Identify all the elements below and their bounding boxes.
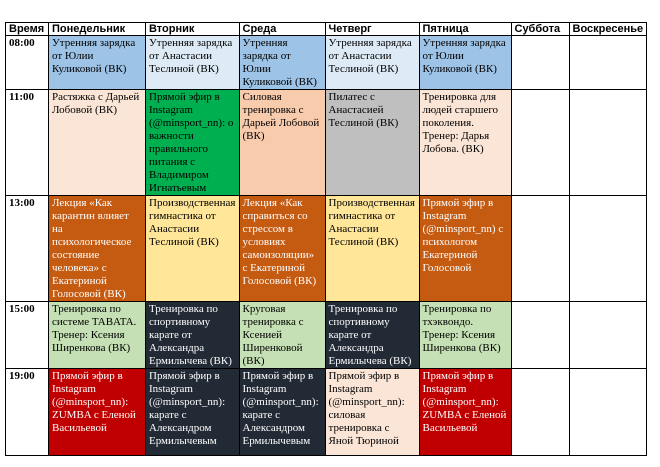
event-cell-thu-1300: Производственная гимнастика от Анастасии… (324, 195, 420, 302)
event-cell-sat-1500 (510, 301, 570, 369)
event-cell-sun-1100 (568, 89, 648, 196)
schedule-row-1300: 13:00 Лекция «Как карантин влияет на пси… (5, 195, 648, 302)
schedule-row-0800: 08:00 Утренняя зарядка от Юлии Куликовой… (5, 35, 648, 90)
event-cell-sun-1900 (568, 368, 648, 456)
schedule-row-1500: 15:00 Тренировка по системе TABATA. Трен… (5, 301, 648, 369)
event-cell-sat-1300 (510, 195, 570, 302)
event-cell-tue-0800: Утренняя зарядка от Анастасии Теслиной (… (145, 35, 240, 90)
event-cell-wed-1300: Лекция «Как справиться со стрессом в усл… (238, 195, 326, 302)
event-cell-tue-1500: Тренировка по спортивному карате от Алек… (145, 301, 240, 369)
event-cell-wed-1900: Прямой эфир в Instagram (@minsport_nn): … (238, 368, 326, 456)
event-cell-thu-0800: Утренняя зарядка от Анастасии Теслиной (… (324, 35, 420, 90)
header-day-tuesday: Вторник (145, 22, 240, 36)
event-cell-wed-1100: Силовая тренировка с Дарьей Лобовой (ВК) (238, 89, 326, 196)
header-time: Время (5, 22, 49, 36)
event-cell-sun-0800 (568, 35, 648, 90)
event-cell-mon-1900: Прямой эфир в Instagram (@minsport_nn): … (48, 368, 146, 456)
header-day-monday: Понедельник (48, 22, 146, 36)
time-cell: 15:00 (5, 301, 49, 369)
event-cell-thu-1900: Прямой эфир в Instagram (@minsport_nn): … (324, 368, 420, 456)
event-cell-tue-1300: Производственная гимнастика от Анастасии… (145, 195, 240, 302)
event-cell-fri-0800: Утренняя зарядка от Юлии Куликовой (ВК) (418, 35, 512, 90)
header-day-saturday: Суббота (510, 22, 570, 36)
time-cell: 19:00 (5, 368, 49, 456)
event-cell-sun-1500 (568, 301, 648, 369)
schedule-row-1900: 19:00 Прямой эфир в Instagram (@minsport… (5, 368, 648, 456)
header-row: Время Понедельник Вторник Среда Четверг … (5, 22, 648, 36)
header-day-thursday: Четверг (324, 22, 420, 36)
header-day-wednesday: Среда (238, 22, 326, 36)
event-cell-sat-1100 (510, 89, 570, 196)
event-cell-fri-1300: Прямой эфир в Instagram (@minsport_nn) с… (418, 195, 512, 302)
event-cell-thu-1500: Тренировка по спортивному карате от Алек… (324, 301, 420, 369)
event-cell-mon-1300: Лекция «Как карантин влияет на психологи… (48, 195, 146, 302)
event-cell-mon-1500: Тренировка по системе TABATA. Тренер: Кс… (48, 301, 146, 369)
time-cell: 11:00 (5, 89, 49, 196)
event-cell-wed-0800: Утренняя зарядка от Юлии Куликовой (ВК) (238, 35, 326, 90)
event-cell-thu-1100: Пилатес с Анастасией Теслиной (ВК) (324, 89, 420, 196)
event-cell-mon-0800: Утренняя зарядка от Юлии Куликовой (ВК) (48, 35, 146, 90)
event-cell-mon-1100: Растяжка с Дарьей Лобовой (ВК) (48, 89, 146, 196)
event-cell-fri-1100: Тренировка для людей старшего поколения.… (418, 89, 512, 196)
event-cell-tue-1900: Прямой эфир в Instagram (@minsport_nn): … (145, 368, 240, 456)
header-day-sunday: Воскресенье (568, 22, 648, 36)
event-cell-sat-1900 (510, 368, 570, 456)
schedule-row-1100: 11:00 Растяжка с Дарьей Лобовой (ВК) Пря… (5, 89, 648, 196)
schedule-table: Время Понедельник Вторник Среда Четверг … (5, 22, 648, 456)
event-cell-sun-1300 (568, 195, 648, 302)
event-cell-wed-1500: Круговая тренировка с Ксенией Ширенковой… (238, 301, 326, 369)
event-cell-tue-1100: Прямой эфир в Instagram (@minsport_nn): … (145, 89, 240, 196)
event-cell-fri-1500: Тренировка по тхэквондо. Тренер: Ксения … (418, 301, 512, 369)
event-cell-fri-1900: Прямой эфир в Instagram (@minsport_nn): … (418, 368, 512, 456)
time-cell: 08:00 (5, 35, 49, 90)
header-day-friday: Пятница (418, 22, 512, 36)
event-cell-sat-0800 (510, 35, 570, 90)
time-cell: 13:00 (5, 195, 49, 302)
